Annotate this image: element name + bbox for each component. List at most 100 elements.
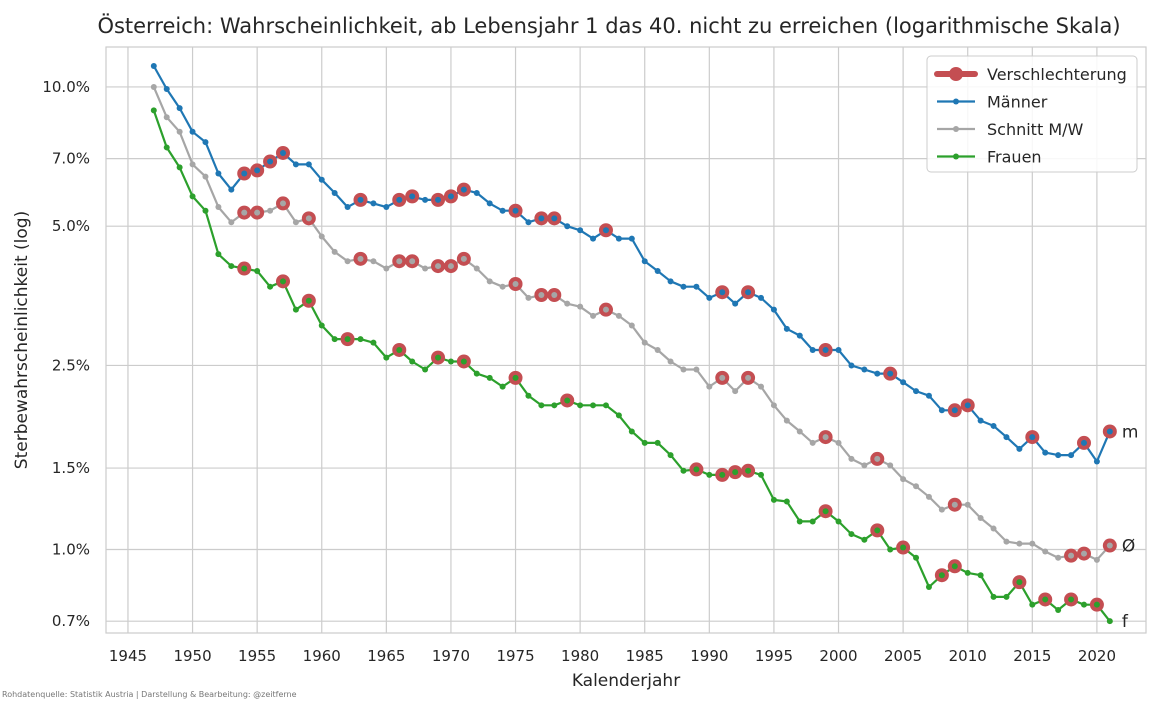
series-schnitt-m-w (150, 83, 1117, 563)
legend: Verschlechterung Männer Schnitt M/W Frauen (926, 55, 1138, 173)
x-axis-label: Kalenderjahr (572, 671, 680, 691)
series-m-nner (150, 62, 1117, 465)
data-point (344, 258, 351, 265)
data-point (150, 107, 157, 114)
data-point (525, 294, 532, 301)
data-point (977, 417, 984, 424)
data-point (1106, 428, 1113, 435)
data-point (719, 471, 726, 478)
data-point (383, 204, 390, 211)
data-point (770, 306, 777, 313)
data-point (344, 204, 351, 211)
data-point (951, 563, 958, 570)
data-point (422, 366, 429, 373)
data-point (422, 265, 429, 272)
data-point (150, 62, 157, 69)
legend-label: Frauen (987, 148, 1042, 167)
x-tick-label: 2000 (819, 647, 857, 665)
data-point (641, 439, 648, 446)
data-point (383, 354, 390, 361)
data-point (835, 346, 842, 353)
data-point (1003, 593, 1010, 600)
data-point (357, 336, 364, 343)
data-point (615, 312, 622, 319)
data-point (641, 339, 648, 346)
data-point (667, 278, 674, 285)
data-point (654, 346, 661, 353)
data-point (602, 306, 609, 313)
data-point (938, 572, 945, 579)
x-tick-label: 1975 (496, 647, 534, 665)
data-point (435, 354, 442, 361)
data-point (331, 336, 338, 343)
series-end-label: f (1122, 612, 1129, 632)
data-point (938, 506, 945, 513)
data-point (680, 366, 687, 373)
data-point (435, 263, 442, 270)
series-end-label: m (1122, 422, 1139, 442)
x-tick-label: 1965 (367, 647, 405, 665)
data-point (1055, 452, 1062, 459)
data-point (370, 339, 377, 346)
data-point (1029, 601, 1036, 608)
data-point (925, 583, 932, 590)
data-point (809, 346, 816, 353)
x-tick-label: 1960 (303, 647, 341, 665)
legend-label: Schnitt M/W (987, 120, 1084, 139)
chart-title: Österreich: Wahrscheinlichkeit, ab Leben… (97, 13, 1120, 38)
data-point (874, 370, 881, 377)
data-point (615, 412, 622, 419)
legend-box (926, 55, 1138, 173)
data-point (551, 292, 558, 299)
data-point (1068, 452, 1075, 459)
data-point (370, 200, 377, 207)
data-point (1016, 579, 1023, 586)
source-note: Rohdatenquelle: Statistik Austria | Dars… (2, 690, 297, 699)
data-point (783, 417, 790, 424)
data-point (176, 128, 183, 135)
data-point (163, 144, 170, 151)
data-point (964, 569, 971, 576)
data-point (512, 374, 519, 381)
data-point (706, 471, 713, 478)
data-point (551, 402, 558, 409)
data-point (615, 235, 622, 242)
data-point (693, 283, 700, 290)
data-point (770, 496, 777, 503)
data-point (318, 176, 325, 183)
data-point (719, 289, 726, 296)
data-point (861, 536, 868, 543)
data-point (473, 370, 480, 377)
data-point (473, 265, 480, 272)
data-point (1068, 552, 1075, 559)
data-point (447, 193, 454, 200)
data-point (409, 193, 416, 200)
data-point (1003, 538, 1010, 545)
grid-lines (106, 47, 1146, 633)
data-point (460, 255, 467, 262)
data-point (486, 374, 493, 381)
data-point (577, 402, 584, 409)
data-point (783, 498, 790, 505)
data-point (848, 455, 855, 462)
y-tick-label: 5.0% (52, 217, 90, 235)
legend-entry: Verschlechterung (934, 65, 1127, 84)
x-tick-label: 1990 (690, 647, 728, 665)
data-point (422, 196, 429, 203)
data-point (770, 402, 777, 409)
data-point (564, 397, 571, 404)
x-tick-label: 1980 (561, 647, 599, 665)
data-point (499, 207, 506, 214)
data-point (654, 439, 661, 446)
data-point (977, 572, 984, 579)
x-tick-label: 1985 (626, 647, 664, 665)
data-point (292, 219, 299, 226)
data-point (706, 294, 713, 301)
data-point (913, 388, 920, 395)
data-point (835, 518, 842, 525)
data-point (900, 544, 907, 551)
y-tick-label: 10.0% (42, 78, 90, 96)
tick-labels: 1945 1950 1955 1960 1965 1970 1975 1980 1985 1990… (42, 78, 1116, 665)
data-point (822, 434, 829, 441)
data-point (1042, 449, 1049, 456)
